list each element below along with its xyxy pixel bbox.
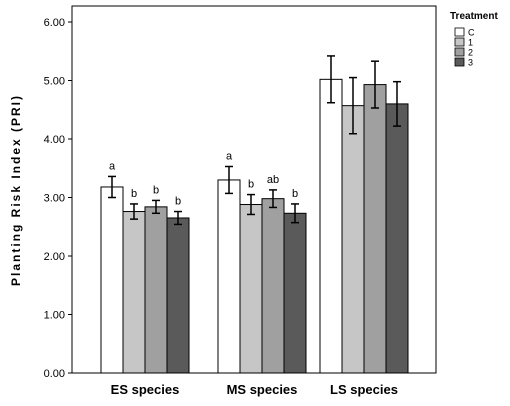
bar-C-2 [319, 78, 343, 374]
bar-1-0 [122, 211, 146, 374]
significance-label: b [131, 188, 137, 200]
bar-3-2 [385, 103, 409, 374]
x-category-label: MS species [227, 382, 298, 397]
legend-label: 3 [468, 58, 473, 68]
significance-label: ab [267, 174, 279, 186]
bar-1-1 [239, 204, 263, 374]
x-category-label: ES species [111, 382, 180, 397]
bar-2-2 [363, 84, 387, 374]
bar-2-0 [144, 206, 168, 374]
bar-C-0 [100, 186, 124, 374]
bar-1-2 [341, 105, 365, 374]
bar-2-1 [261, 198, 285, 374]
y-tick-label: 1.00 [44, 310, 65, 322]
legend-label: 1 [468, 38, 473, 48]
bar-3-1 [283, 212, 307, 374]
y-tick-label: 0.00 [44, 368, 65, 380]
y-tick-label: 4.00 [44, 134, 65, 146]
bar-3-0 [166, 217, 190, 374]
significance-label: b [248, 179, 254, 191]
x-category-label: LS species [330, 382, 398, 397]
legend-swatch-C [454, 27, 465, 37]
significance-label: b [153, 184, 159, 196]
legend-label: C [468, 28, 475, 38]
y-tick-label: 5.00 [44, 76, 65, 88]
y-tick-label: 3.00 [44, 193, 65, 205]
y-tick-label: 6.00 [44, 17, 65, 29]
significance-label: a [109, 160, 116, 172]
x-axis: ES species MS species LS species [111, 382, 398, 397]
legend-swatch-3 [454, 57, 465, 67]
legend-swatch-1 [454, 37, 465, 47]
legend-title: Treatment [450, 11, 498, 22]
significance-label: a [226, 150, 233, 162]
y-tick-label: 2.00 [44, 251, 65, 263]
legend-swatch-2 [454, 47, 465, 57]
y-axis-title: Planting Risk Index (PRI) [9, 94, 23, 286]
y-axis: 0.00 1.00 2.00 3.00 4.00 5.00 6.00 [44, 17, 72, 380]
significance-label: b [292, 188, 298, 200]
significance-label: b [175, 196, 181, 208]
legend-label: 2 [468, 48, 473, 58]
bar-C-1 [217, 179, 241, 374]
